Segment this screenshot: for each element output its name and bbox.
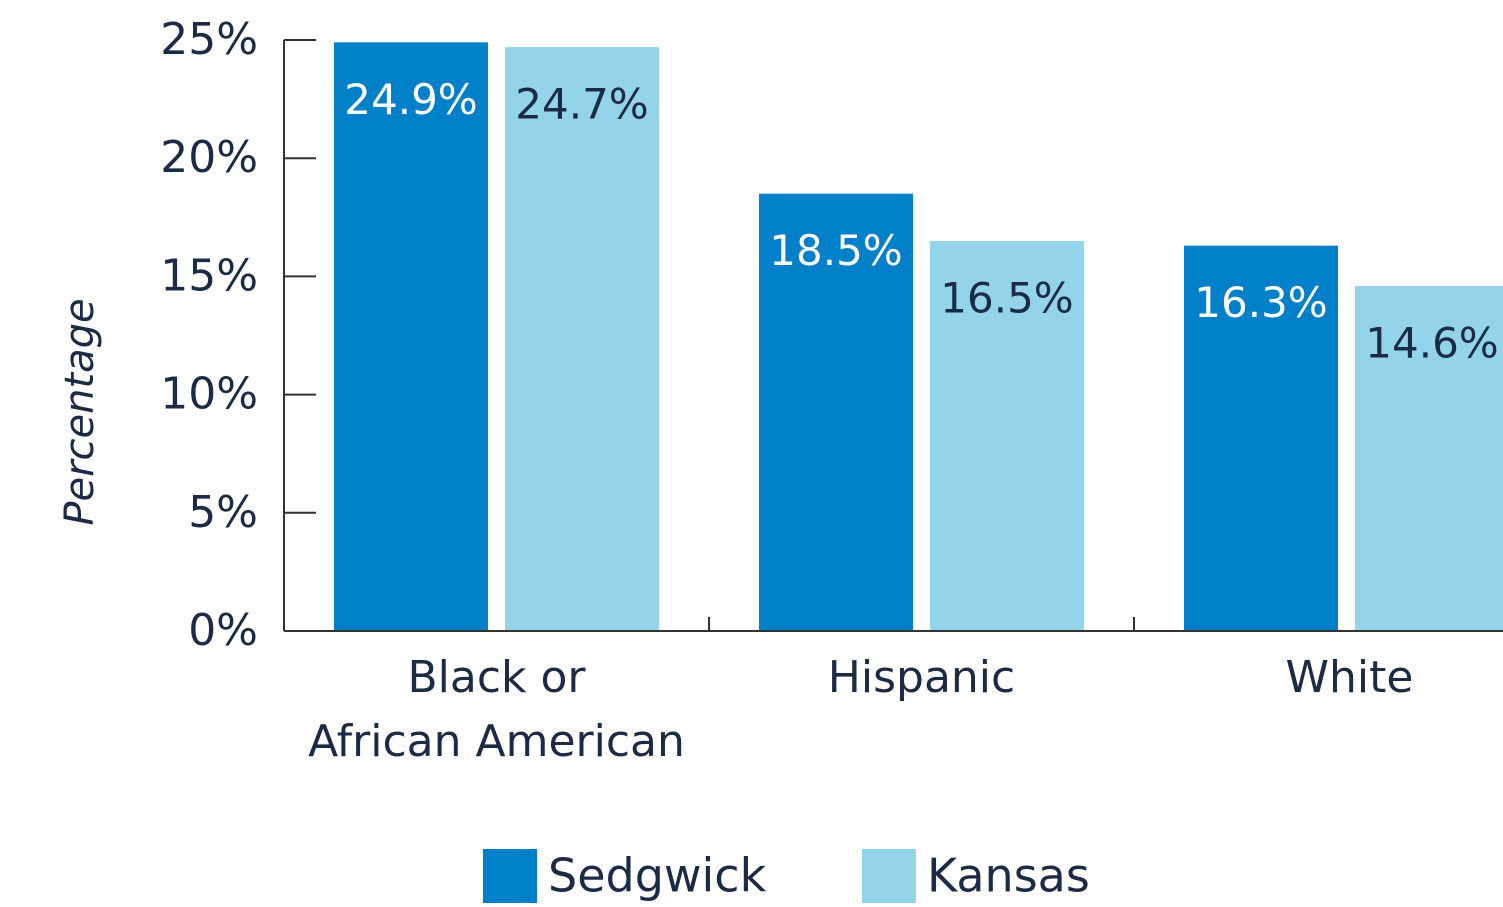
bar [334, 42, 488, 631]
legend-label: Kansas [927, 849, 1090, 903]
value-label: 16.3% [1194, 278, 1327, 327]
value-label: 18.5% [769, 226, 902, 275]
x-tick-label: Hispanic [827, 652, 1016, 703]
legend-swatch [862, 849, 916, 903]
legend-label: Sedgwick [548, 849, 767, 903]
value-label: 24.7% [515, 80, 648, 129]
y-axis-label: Percentage [57, 298, 103, 525]
y-tick-label: 5% [188, 487, 258, 538]
value-label: 24.9% [344, 75, 477, 124]
y-tick-label: 20% [160, 132, 258, 183]
y-tick-label: 10% [160, 369, 258, 420]
x-tick-label: White [1285, 652, 1414, 703]
bar [930, 240, 1084, 631]
value-label: 16.5% [940, 273, 1073, 322]
y-tick-label: 15% [160, 250, 258, 301]
bar [1355, 285, 1503, 631]
y-tick-label: 25% [160, 14, 258, 65]
value-label: 14.6% [1365, 318, 1498, 367]
y-tick-label: 0% [188, 605, 258, 656]
bar [505, 47, 659, 632]
bar [1184, 245, 1338, 631]
x-tick-label: Black or African American [308, 652, 685, 767]
legend-swatch [483, 849, 537, 903]
bar [759, 193, 913, 631]
